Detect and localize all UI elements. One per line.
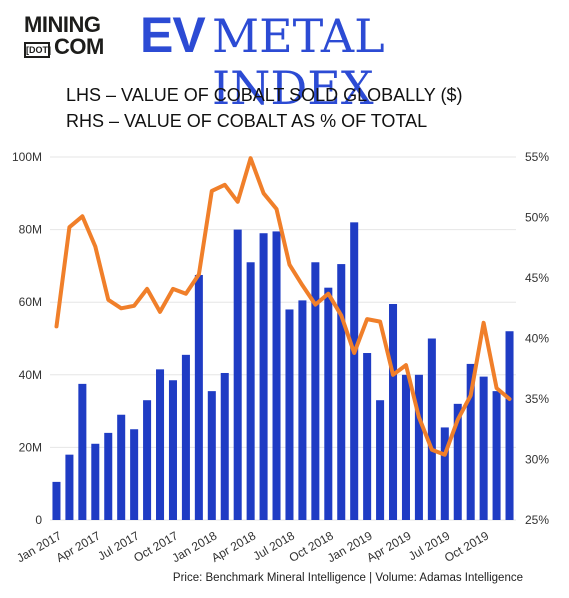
x-tick-label: Apr 2019 xyxy=(364,528,413,565)
x-tick-label: Oct 2019 xyxy=(442,528,491,565)
y-left-tick-label: 80M xyxy=(19,223,42,237)
bar xyxy=(78,383,87,520)
subtitle-lhs: LHS – VALUE OF COBALT SOLD GLOBALLY ($) xyxy=(66,85,463,105)
subtitle-rhs: RHS – VALUE OF COBALT AS % OF TOTAL xyxy=(66,111,428,131)
bar xyxy=(285,309,294,520)
bar xyxy=(440,427,449,520)
y-right-tick-label: 30% xyxy=(525,453,549,467)
y-right-tick-label: 55% xyxy=(525,150,549,164)
logo-dot: [DOT] xyxy=(24,42,51,58)
bar xyxy=(104,432,113,520)
y-left-tick-label: 100M xyxy=(12,150,42,164)
bar xyxy=(505,331,514,520)
bar xyxy=(337,264,346,520)
bar xyxy=(143,400,152,520)
bar xyxy=(207,391,216,520)
x-tick-label: Apr 2018 xyxy=(209,528,258,565)
source-note: Price: Benchmark Mineral Intelligence | … xyxy=(172,572,523,584)
series-line xyxy=(54,156,512,457)
mining-dot-com-logo: MINING [DOT] COM xyxy=(24,14,132,64)
title-ev: EV xyxy=(140,7,206,63)
bar xyxy=(453,403,462,520)
bar xyxy=(220,372,229,520)
bar xyxy=(389,304,398,520)
bar xyxy=(479,376,488,520)
y-right-tick-label: 40% xyxy=(525,332,549,346)
y-right-tick-label: 25% xyxy=(525,513,549,527)
bar xyxy=(168,380,177,520)
y-right-tick-label: 35% xyxy=(525,392,549,406)
bar xyxy=(91,443,100,520)
bar xyxy=(298,300,307,520)
bar xyxy=(181,354,190,520)
bar xyxy=(492,391,501,520)
x-tick-label: Apr 2017 xyxy=(54,528,103,565)
bar xyxy=(376,400,385,520)
chart-svg: 020M40M60M80M100M25%30%35%40%45%50%55%Ja… xyxy=(12,150,549,565)
y-right-tick-label: 50% xyxy=(525,211,549,225)
logo-line2: COM xyxy=(54,34,104,59)
bar xyxy=(427,338,436,520)
bar xyxy=(272,231,281,520)
bar xyxy=(65,454,74,520)
bar xyxy=(52,481,61,520)
bar xyxy=(414,374,423,520)
y-left-tick-label: 20M xyxy=(19,440,42,454)
bar xyxy=(466,363,475,520)
bar xyxy=(156,369,165,520)
header: MINING [DOT] COM EV METAL INDEX xyxy=(14,7,559,114)
y-left-tick-label: 40M xyxy=(19,368,42,382)
y-left-tick-label: 0 xyxy=(35,513,42,527)
bar xyxy=(363,353,372,520)
bar xyxy=(324,287,333,520)
bar xyxy=(130,429,139,520)
bar xyxy=(194,274,203,520)
bar xyxy=(350,222,359,520)
bar xyxy=(311,262,320,520)
bar xyxy=(233,229,242,520)
logo-line1: MINING xyxy=(24,12,101,37)
bar xyxy=(246,262,255,520)
y-left-tick-label: 60M xyxy=(19,295,42,309)
bar xyxy=(117,414,126,520)
title-metal-index: METAL INDEX xyxy=(212,9,385,115)
bar xyxy=(259,233,268,520)
y-right-tick-label: 45% xyxy=(525,271,549,285)
bar xyxy=(401,374,410,520)
